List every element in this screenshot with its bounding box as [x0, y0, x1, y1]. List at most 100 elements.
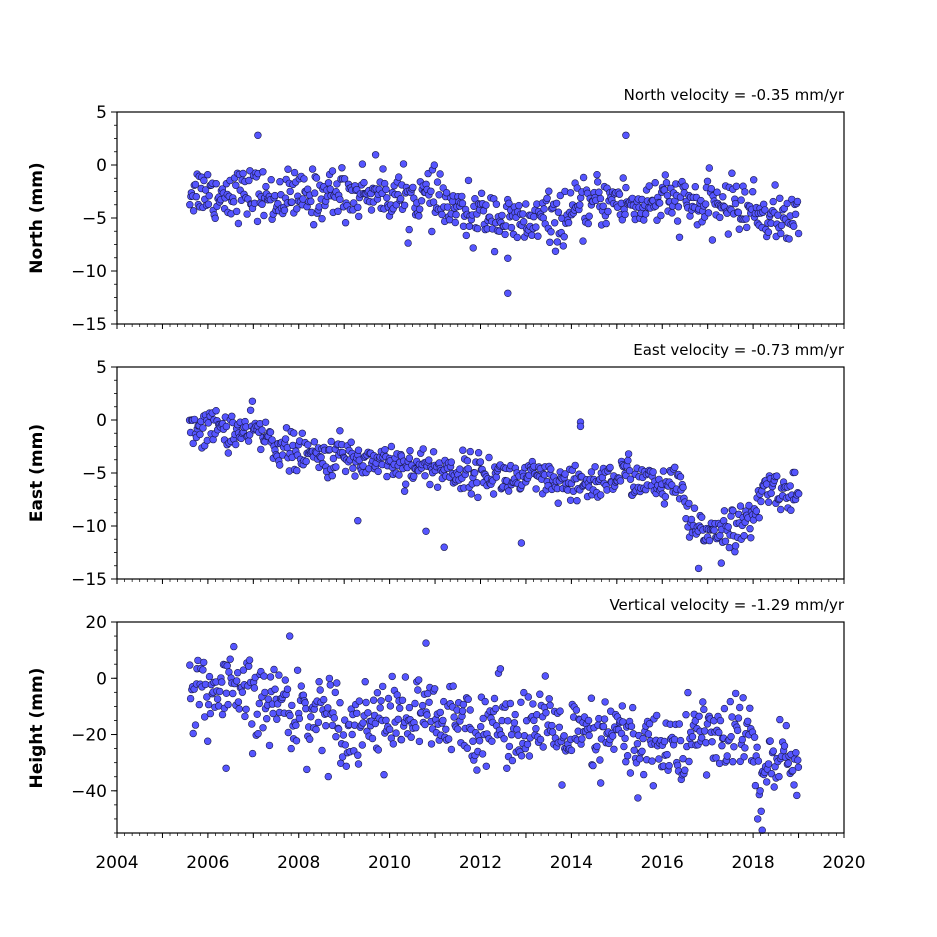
data-point: [451, 218, 459, 227]
data-point: [589, 761, 597, 770]
data-point: [579, 173, 588, 182]
data-point: [485, 453, 493, 462]
panel-east: 5 0 −5 −10 −15 East (mm) East velocity = -0.…: [27, 341, 845, 590]
outlier-point: [517, 539, 526, 547]
data-point: [638, 747, 646, 755]
data-point: [626, 769, 635, 777]
data-point: [681, 182, 689, 190]
data-point: [523, 740, 532, 748]
data-point: [764, 228, 773, 236]
data-point: [379, 682, 387, 691]
data-point: [578, 735, 586, 743]
data-point: [213, 695, 222, 703]
data-point: [571, 461, 579, 470]
data-point: [314, 718, 323, 727]
data-point: [585, 731, 593, 740]
data-point: [787, 506, 795, 514]
data-point: [682, 710, 690, 719]
data-point: [270, 665, 278, 674]
data-point: [223, 662, 231, 670]
data-point: [233, 207, 241, 216]
east-velocity-annotation: East velocity = -0.73 mm/yr: [633, 341, 845, 359]
data-point: [288, 198, 296, 206]
data-point: [402, 480, 410, 488]
data-point: [663, 750, 671, 759]
ytick-label: 0: [96, 669, 107, 689]
data-point: [341, 219, 350, 227]
data-point: [754, 757, 763, 765]
data-point: [326, 681, 334, 689]
ytick-label: −5: [82, 464, 107, 484]
data-point: [203, 693, 211, 701]
data-point: [572, 706, 581, 714]
data-point: [543, 194, 551, 203]
data-point: [374, 746, 382, 754]
data-point: [741, 188, 749, 196]
data-point: [250, 684, 259, 692]
data-point: [320, 695, 328, 704]
data-point: [440, 697, 448, 706]
data-point: [293, 466, 301, 475]
height-points: [186, 632, 803, 834]
data-point: [705, 164, 713, 172]
data-point: [740, 531, 748, 540]
data-point: [791, 468, 799, 477]
data-point: [307, 197, 315, 206]
data-point: [310, 221, 318, 229]
outlier-point: [717, 559, 725, 567]
data-point: [443, 203, 452, 211]
data-point: [579, 237, 587, 245]
xtick-label: 2004: [95, 853, 138, 873]
xtick-label: 2020: [822, 853, 865, 873]
data-point: [769, 197, 777, 206]
data-point: [752, 507, 761, 515]
data-point: [186, 201, 194, 209]
data-point: [376, 704, 384, 712]
data-point: [766, 737, 774, 745]
data-point: [713, 188, 721, 196]
data-point: [604, 207, 612, 216]
data-point: [674, 203, 683, 211]
data-point: [396, 704, 404, 712]
data-point: [703, 177, 712, 186]
data-point: [539, 743, 547, 751]
data-point: [536, 690, 544, 698]
data-point: [731, 689, 740, 698]
data-point: [300, 175, 308, 183]
data-point: [481, 697, 489, 706]
data-point: [773, 472, 781, 480]
data-point: [315, 677, 323, 686]
ytick-label: −20: [71, 726, 107, 746]
data-point: [228, 412, 236, 420]
data-point: [620, 742, 628, 751]
data-point: [232, 440, 240, 449]
data-point: [548, 721, 556, 730]
data-point: [447, 458, 455, 466]
data-point: [245, 662, 253, 670]
data-point: [242, 705, 250, 713]
outlier-point: [622, 131, 630, 140]
data-point: [536, 735, 545, 744]
data-point: [387, 442, 396, 451]
data-point: [318, 215, 326, 223]
data-point: [745, 501, 753, 510]
data-point: [553, 238, 561, 246]
data-point: [685, 757, 693, 766]
data-point: [522, 200, 530, 208]
data-point: [328, 167, 337, 175]
data-point: [430, 161, 438, 169]
data-point: [438, 210, 446, 219]
north-velocity-annotation: North velocity = -0.35 mm/yr: [624, 86, 845, 104]
data-point: [753, 743, 761, 751]
data-point: [596, 491, 605, 499]
data-point: [651, 179, 659, 187]
data-point: [679, 754, 687, 763]
data-point: [367, 206, 376, 214]
data-point: [514, 731, 522, 739]
data-point: [373, 688, 382, 697]
data-point: [464, 695, 472, 703]
data-point: [259, 724, 267, 732]
data-point: [261, 418, 270, 426]
data-point: [354, 760, 363, 768]
data-point: [558, 781, 566, 789]
